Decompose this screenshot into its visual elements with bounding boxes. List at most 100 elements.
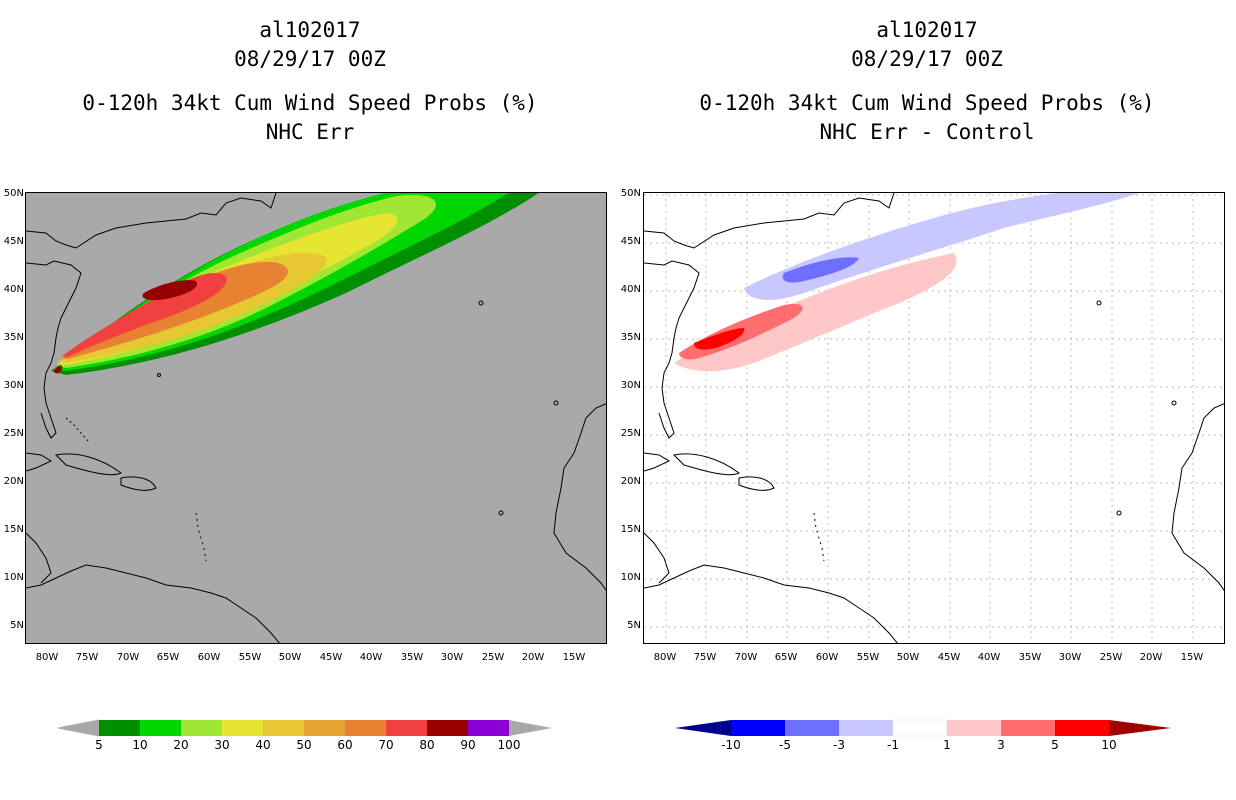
left-colorbar-bin — [99, 720, 140, 736]
right-lat-label: 30N — [620, 380, 641, 391]
coastline-south-america — [26, 564, 280, 643]
right-colorbar-label: -5 — [779, 738, 791, 752]
coastline-north-america — [26, 193, 277, 439]
right-colorbar-label: -10 — [721, 738, 741, 752]
right-colorbar-label: 3 — [997, 738, 1005, 752]
left-lon-label: 75W — [75, 652, 99, 663]
left-colorbar-high-arrow — [509, 720, 552, 736]
left-colorbar-label: 60 — [337, 738, 353, 752]
left-lat-label: 5N — [10, 620, 24, 631]
left-colorbar-low-arrow — [58, 719, 100, 737]
left-colorbar-bin — [427, 720, 468, 736]
right-title-subtitle: NHC Err - Control — [819, 120, 1035, 144]
coastline-bahamas — [65, 417, 89, 442]
diff-negative-3 — [782, 257, 859, 283]
left-lat-label: 30N — [3, 380, 24, 391]
left-colorbar-bin — [304, 720, 345, 736]
left-lat-label: 35N — [3, 332, 24, 343]
right-lat-label: 25N — [620, 428, 641, 439]
right-lat-label: 50N — [620, 188, 641, 199]
right-lon-label: 20W — [1139, 652, 1163, 663]
right-colorbar-label: 5 — [1051, 738, 1059, 752]
left-lon-label: 40W — [359, 652, 383, 663]
left-lon-label: 35W — [400, 652, 424, 663]
right-lat-label: 40N — [620, 284, 641, 295]
right-title-date: 08/29/17 00Z — [851, 47, 1003, 71]
right-lat-label: 15N — [620, 524, 641, 535]
left-title-subtitle: NHC Err — [265, 120, 355, 144]
coastline-cuba — [54, 453, 122, 476]
coastline-gulf — [26, 452, 53, 472]
right-map — [643, 192, 1225, 644]
right-lon-label: 40W — [977, 652, 1001, 663]
coastline-africa — [553, 403, 606, 592]
left-lon-label: 55W — [238, 652, 262, 663]
right-lat-label: 35N — [620, 332, 641, 343]
left-colorbar-bin — [263, 720, 304, 736]
right-lon-label: 75W — [693, 652, 717, 663]
left-colorbar-label: 5 — [95, 738, 103, 752]
coastline-hispaniola — [120, 476, 157, 491]
coastline-lesser-antilles — [195, 512, 207, 562]
right-coastline-cuba — [672, 453, 740, 476]
right-coastline-hispaniola — [738, 476, 775, 491]
right-colorbar-bin — [785, 720, 839, 736]
right-coastline-africa — [1171, 403, 1224, 592]
left-lon-label: 45W — [319, 652, 343, 663]
left-colorbar-label: 40 — [255, 738, 271, 752]
left-colorbar-bin — [140, 720, 181, 736]
left-colorbar-label: 30 — [214, 738, 230, 752]
left-lon-label: 15W — [562, 652, 586, 663]
left-lat-label: 10N — [3, 572, 24, 583]
right-coastline-gulf — [644, 452, 671, 472]
left-colorbar-label: 100 — [497, 738, 521, 752]
right-lon-label: 80W — [653, 652, 677, 663]
right-colorbar-label: 10 — [1101, 738, 1117, 752]
azores — [478, 300, 484, 306]
coastline-central-america — [26, 532, 52, 584]
left-map-svg — [26, 193, 606, 643]
left-lat-label: 20N — [3, 476, 24, 487]
left-lon-label: 20W — [521, 652, 545, 663]
right-canary-islands — [1171, 400, 1177, 406]
left-colorbar-bin — [222, 720, 263, 736]
right-lon-label: 70W — [734, 652, 758, 663]
left-lat-label: 50N — [3, 188, 24, 199]
right-lat-label: 10N — [620, 572, 641, 583]
prob-swath-80 — [142, 280, 197, 301]
right-colorbar-bin — [892, 719, 948, 737]
left-lat-label: 45N — [3, 236, 24, 247]
left-title-storm: al102017 — [259, 18, 361, 42]
right-colorbar-bin — [731, 720, 785, 736]
right-colorbar-label: -3 — [833, 738, 845, 752]
left-colorbar-bin — [345, 720, 386, 736]
left-colorbar-bin — [386, 720, 427, 736]
left-lon-label: 30W — [440, 652, 464, 663]
right-lat-label: 20N — [620, 476, 641, 487]
right-lon-label: 25W — [1099, 652, 1123, 663]
right-lon-label: 15W — [1180, 652, 1204, 663]
left-colorbar-label: 50 — [296, 738, 312, 752]
left-colorbar-bin — [468, 720, 509, 736]
right-lon-label: 55W — [856, 652, 880, 663]
right-map-svg — [644, 193, 1224, 643]
diff-negative-1 — [744, 193, 1140, 300]
left-title-date: 08/29/17 00Z — [234, 47, 386, 71]
right-coastline-central-america — [644, 532, 670, 584]
left-colorbar-label: 20 — [173, 738, 189, 752]
right-lat-label: 5N — [627, 620, 641, 631]
left-colorbar-label: 70 — [378, 738, 394, 752]
diff-positive-5 — [694, 328, 745, 350]
left-lat-label: 25N — [3, 428, 24, 439]
left-colorbar-bin — [181, 720, 222, 736]
left-lon-label: 65W — [156, 652, 180, 663]
diff-positive-1 — [674, 253, 957, 372]
cape-verde — [498, 510, 504, 516]
right-lon-label: 60W — [815, 652, 839, 663]
left-lon-label: 25W — [481, 652, 505, 663]
right-lon-label: 50W — [896, 652, 920, 663]
left-lon-label: 50W — [278, 652, 302, 663]
right-colorbar-label: -1 — [887, 738, 899, 752]
right-azores — [1096, 300, 1102, 306]
left-lat-label: 15N — [3, 524, 24, 535]
